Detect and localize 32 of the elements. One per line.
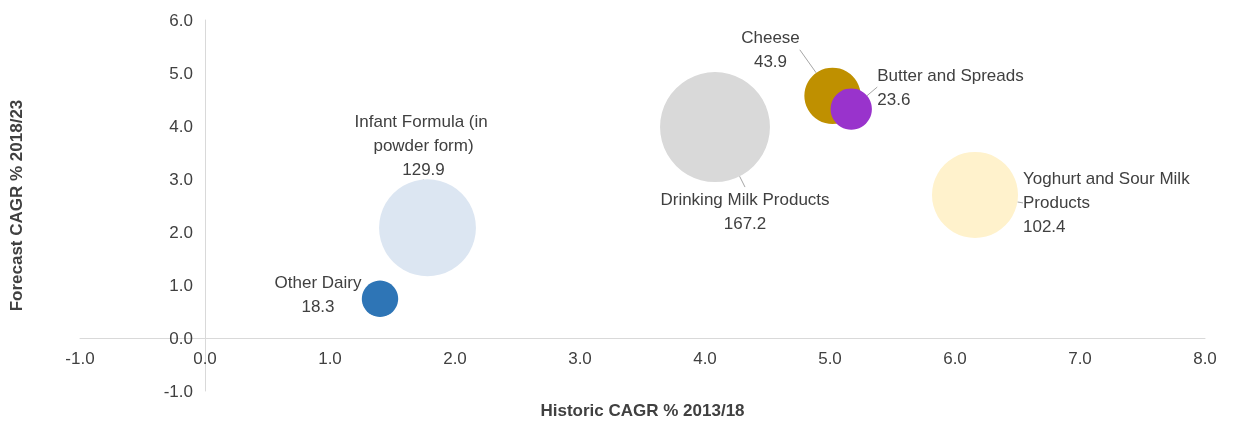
data-label: 43.9 [753,52,788,72]
series-label: Yoghurt and Sour Milk Products [1023,169,1195,213]
x-tick-label: 0.0 [193,349,217,368]
series-label: Butter and Spreads [877,65,1024,85]
y-tick-label: -1.0 [163,381,193,401]
x-tick-label: 7.0 [1068,349,1092,368]
y-tick-label: 0.0 [169,328,193,348]
x-tick-label: 1.0 [318,349,342,368]
x-tick-label: 4.0 [693,349,717,368]
series-label: Other Dairy [274,273,362,293]
data-label: 23.6 [877,89,911,109]
data-label: 167.2 [723,213,767,233]
y-axis-title: Forecast CAGR % 2018/23 [7,99,26,312]
y-tick-label: 4.0 [169,116,193,136]
x-tick-label: 5.0 [818,349,842,368]
data-label: 129.9 [402,160,445,180]
series-label: Cheese [741,28,800,48]
data-label: 18.3 [301,297,335,317]
data-label: 102.4 [1023,217,1066,237]
y-tick-label: 6.0 [169,10,193,30]
y-tick-label: 3.0 [169,169,193,189]
y-tick-label: 5.0 [169,63,193,83]
x-tick-label: 3.0 [568,349,592,368]
x-axis-title: Historic CAGR % 2013/18 [540,401,745,420]
y-tick-label: 1.0 [169,275,193,295]
text: Infant Formula (in powder form) [354,112,493,156]
x-tick-label: 8.0 [1193,349,1217,368]
x-tick-label: 2.0 [443,349,467,368]
series-label: Drinking Milk Products [660,189,830,209]
x-tick-label: -1.0 [65,349,95,368]
x-tick-label: 6.0 [943,349,967,368]
y-tick-label: 2.0 [169,222,193,242]
